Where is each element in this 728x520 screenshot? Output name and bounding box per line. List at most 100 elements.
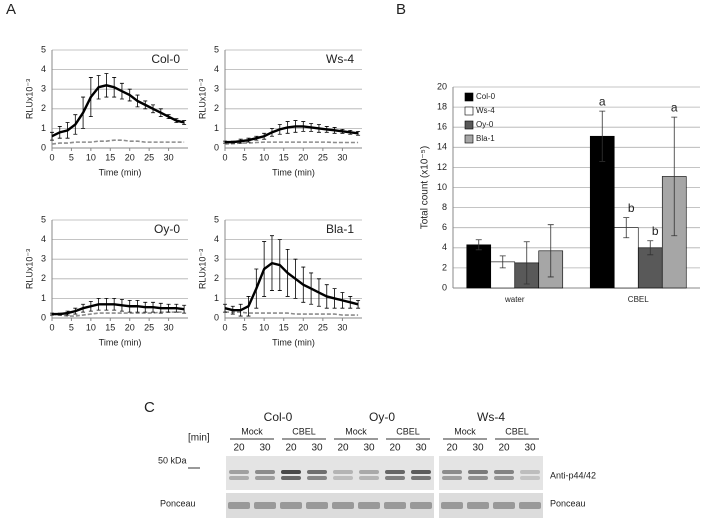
condition-label: Mock: [241, 426, 263, 436]
x-tick-label: 30: [164, 152, 174, 162]
ponceau-band: [254, 502, 276, 509]
y-tick-label: 1: [214, 293, 219, 303]
time-label: 30: [524, 443, 536, 454]
x-tick-label: 0: [49, 152, 54, 162]
x-tick-label: 25: [144, 322, 154, 332]
blot-band: [229, 476, 249, 480]
y-tick-label: 0: [214, 142, 219, 152]
ponceau-band: [519, 502, 541, 509]
x-tick-label: 5: [69, 152, 74, 162]
y-tick-label: 1: [41, 123, 46, 133]
data-line: [225, 125, 359, 144]
blot-strip: [439, 456, 543, 490]
time-label: 30: [363, 443, 375, 454]
data-line: [51, 84, 185, 138]
legend-swatch: [464, 106, 474, 116]
condition-label: CBEL: [505, 426, 529, 436]
panel-label: B: [396, 1, 406, 18]
time-label: 20: [285, 443, 297, 454]
legend-label: Ws-4: [476, 106, 495, 115]
group-label: Ws-4: [477, 410, 505, 424]
legend-label: Col-0: [476, 92, 496, 101]
time-label: 30: [259, 443, 271, 454]
y-tick-label: 0: [41, 142, 46, 152]
x-tick-label: 15: [279, 152, 289, 162]
x-tick-label: 20: [298, 152, 308, 162]
y-tick-label: 1: [214, 123, 219, 133]
data-line: [52, 303, 185, 316]
marker-label: 50 kDa: [158, 455, 187, 465]
y-tick-label: 4: [442, 242, 447, 252]
blot-band: [333, 476, 353, 480]
blot-band: [520, 476, 540, 480]
y-tick-label: 4: [214, 64, 219, 74]
blot-band: [359, 476, 379, 480]
condition-label: Mock: [345, 426, 367, 436]
x-tick-label: CBEL: [628, 295, 649, 304]
legend-label: Oy-0: [476, 120, 494, 129]
blot-band: [333, 470, 353, 474]
bar: [466, 244, 492, 289]
y-tick-label: 4: [41, 234, 46, 244]
y-tick-label: 2: [442, 262, 447, 272]
ponceau-band: [358, 502, 380, 509]
error-bar: [599, 110, 606, 162]
chart-title: Col-0: [151, 52, 180, 66]
x-tick-label: 30: [337, 152, 347, 162]
ponceau-band: [467, 502, 489, 509]
y-axis-label: Total count (x10⁻⁵): [420, 146, 431, 229]
y-axis-label: RLUx10⁻³: [24, 249, 34, 289]
blot-band: [385, 476, 405, 480]
x-tick-label: 10: [259, 322, 269, 332]
significance-label: a: [599, 94, 606, 108]
chart-title: Bla-1: [326, 222, 354, 236]
ponceau-band: [441, 502, 463, 509]
error-bar: [547, 224, 554, 278]
blot-band: [307, 476, 327, 480]
ponceau-band: [280, 502, 302, 509]
y-tick-label: 3: [41, 84, 46, 94]
y-tick-label: 4: [41, 64, 46, 74]
y-tick-label: 3: [214, 84, 219, 94]
data-line: [224, 141, 359, 145]
y-axis-label: RLUx10⁻³: [24, 79, 34, 119]
bar: [661, 176, 687, 289]
blot-band: [520, 470, 540, 474]
blot-band: [307, 470, 327, 474]
ponceau-band: [493, 502, 515, 509]
condition-label: Mock: [454, 426, 476, 436]
x-axis-label: Time (min): [272, 167, 315, 177]
y-axis-label: RLUx10⁻³: [197, 79, 207, 119]
y-tick-label: 2: [41, 273, 46, 283]
y-tick-label: 18: [437, 101, 447, 111]
time-label: 20: [498, 443, 510, 454]
y-tick-label: 4: [214, 234, 219, 244]
legend-label: Bla-1: [476, 134, 495, 143]
time-label: 30: [311, 443, 323, 454]
y-tick-label: 0: [214, 312, 219, 322]
ponceau-band: [306, 502, 328, 509]
x-tick-label: 10: [86, 322, 96, 332]
x-tick-label: 0: [222, 322, 227, 332]
y-tick-label: 5: [41, 44, 46, 54]
blot-band: [468, 476, 488, 480]
time-label: 30: [472, 443, 484, 454]
error-bar: [356, 299, 361, 309]
x-tick-label: 20: [298, 322, 308, 332]
y-tick-label: 2: [41, 103, 46, 113]
x-axis-label: Time (min): [99, 167, 142, 177]
group-label: Oy-0: [369, 410, 395, 424]
y-tick-label: 5: [41, 214, 46, 224]
blot-band: [255, 470, 275, 474]
x-tick-label: 5: [242, 152, 247, 162]
x-axis-label: Time (min): [272, 337, 315, 347]
condition-label: CBEL: [292, 426, 316, 436]
blot-band: [411, 476, 431, 480]
x-tick-label: 15: [105, 322, 115, 332]
ponceau-band: [410, 502, 432, 509]
x-tick-label: 0: [49, 322, 54, 332]
significance-label: b: [628, 201, 635, 215]
x-tick-label: water: [504, 295, 525, 304]
